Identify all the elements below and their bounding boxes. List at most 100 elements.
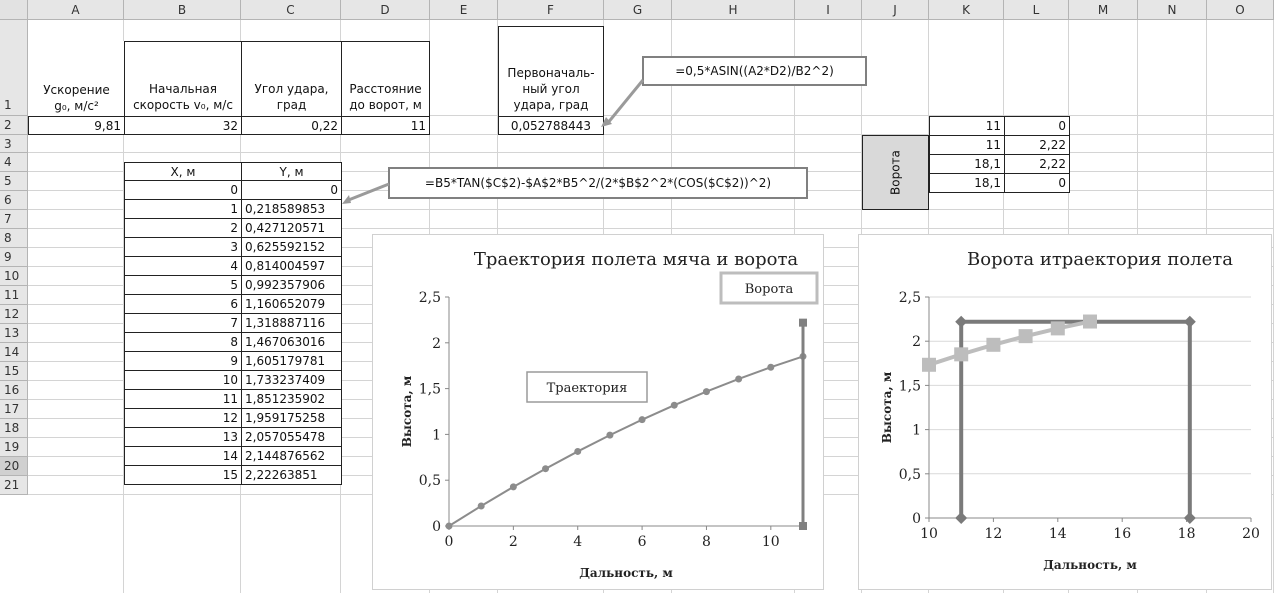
y-tick-label: 0,5 <box>419 473 441 489</box>
trajectory-point <box>735 375 743 383</box>
gate-cell-k[interactable]: 11 <box>929 135 1005 155</box>
xy-cell-x[interactable]: 15 <box>124 465 242 485</box>
gate-cell-l[interactable]: 0 <box>1004 173 1070 193</box>
arrow-angle-head <box>601 117 612 127</box>
xy-cell-y[interactable]: 1,959175258 <box>241 408 342 428</box>
x-tick-label: 0 <box>445 534 454 550</box>
row-header-12[interactable]: 12 <box>0 305 28 324</box>
chart-gate-svg: Ворота итраектория полета Дальность, м Выс… <box>880 249 1260 572</box>
cell-f2[interactable]: 0,052788443 <box>498 116 604 135</box>
y-tick-label: 2 <box>912 334 921 350</box>
xy-cell-y[interactable]: 0,625592152 <box>241 237 342 257</box>
row-header-7[interactable]: 7 <box>0 210 28 229</box>
column-header-a[interactable]: A <box>28 0 124 20</box>
x-tick-label: 14 <box>1049 526 1067 542</box>
column-header-d[interactable]: D <box>341 0 430 20</box>
trajectory-point <box>1083 314 1097 329</box>
gate-series-label: Ворота <box>745 282 794 297</box>
column-header-i[interactable]: I <box>795 0 862 20</box>
chart-gate[interactable]: Ворота итраектория полета Дальность, м Выс… <box>858 234 1272 590</box>
column-header-c[interactable]: C <box>241 0 341 20</box>
y-tick-label: 0 <box>912 511 921 527</box>
gate-line <box>959 319 1192 518</box>
row-header-4[interactable]: 4 <box>0 153 28 172</box>
row-header-18[interactable]: 18 <box>0 419 28 438</box>
row-header-3[interactable]: 3 <box>0 135 28 153</box>
gridline-row <box>28 152 1274 153</box>
xy-cell-y[interactable]: 1,318887116 <box>241 313 342 333</box>
header-d-line1: Расстояние <box>349 82 422 96</box>
column-header-b[interactable]: B <box>124 0 241 20</box>
trajectory-line <box>448 355 804 527</box>
trajectory-point <box>986 337 1001 352</box>
x-tick-label: 10 <box>920 526 938 542</box>
y-tick-label: 1 <box>432 427 441 443</box>
gate-cell-k[interactable]: 18,1 <box>929 173 1005 193</box>
row-header-16[interactable]: 16 <box>0 381 28 400</box>
row-header-15[interactable]: 15 <box>0 362 28 381</box>
row-header-21[interactable]: 21 <box>0 476 28 495</box>
trajectory-point <box>574 447 582 455</box>
row-header-20[interactable]: 20 <box>0 457 28 476</box>
column-header-e[interactable]: E <box>430 0 498 20</box>
formula-callout-trajectory: =B5*TAN($C$2)-$A$2*B5^2/(2*$B$2^2*(COS($… <box>388 167 808 199</box>
header-f[interactable]: Первоначаль-ный угол удара, град <box>498 26 604 117</box>
arrow-trajectory-head <box>342 195 351 204</box>
column-header-k[interactable]: K <box>929 0 1004 20</box>
row-header-13[interactable]: 13 <box>0 324 28 343</box>
x-tick-label: 12 <box>984 526 1002 542</box>
column-header-g[interactable]: G <box>604 0 672 20</box>
row-header-14[interactable]: 14 <box>0 343 28 362</box>
select-all-corner[interactable] <box>0 0 28 20</box>
x-tick-label: 2 <box>509 534 518 550</box>
header-a-line1: Ускорение <box>43 83 110 97</box>
gate-point <box>955 512 968 524</box>
arrow-angle <box>605 79 645 125</box>
xy-cell-y[interactable]: 1,160652079 <box>241 294 342 314</box>
cell-a2[interactable]: 9,81 <box>28 116 125 135</box>
row-header-6[interactable]: 6 <box>0 191 28 210</box>
header-a[interactable]: Ускорение g₀, м/c² <box>28 41 125 117</box>
y-tick-label: 0,5 <box>899 467 921 483</box>
header-c[interactable]: Угол удара, град <box>241 41 342 117</box>
x-tick-label: 6 <box>638 534 647 550</box>
column-header-f[interactable]: F <box>498 0 604 20</box>
chart-trajectory[interactable]: Траектория полета мяча и ворота Дальность… <box>372 234 824 590</box>
column-header-l[interactable]: L <box>1004 0 1069 20</box>
row-header-5[interactable]: 5 <box>0 172 28 191</box>
cell-b2[interactable]: 32 <box>124 116 242 135</box>
trajectory-point <box>767 363 775 371</box>
x-tick-label: 8 <box>702 534 711 550</box>
xy-cell-y[interactable]: 0,427120571 <box>241 218 342 238</box>
column-header-h[interactable]: H <box>672 0 795 20</box>
gridline-row <box>28 134 1274 135</box>
header-d[interactable]: Расстояние до ворот, м <box>341 41 430 117</box>
column-header-m[interactable]: M <box>1069 0 1138 20</box>
row-header-11[interactable]: 11 <box>0 286 28 305</box>
y-tick-label: 2 <box>432 336 441 352</box>
trajectory-point <box>606 431 614 439</box>
cell-d2[interactable]: 11 <box>341 116 430 135</box>
chart-y-axis-label: Высота, м <box>880 371 894 443</box>
trajectory-series-label-box <box>526 371 648 403</box>
row-header-2[interactable]: 2 <box>0 116 28 135</box>
xy-cell-y[interactable]: 1,851235902 <box>241 389 342 409</box>
row-header-19[interactable]: 19 <box>0 438 28 457</box>
xy-cell-y[interactable]: 0,218589853 <box>241 199 342 219</box>
xy-cell-y[interactable]: 1,467063016 <box>241 332 342 352</box>
row-header-1[interactable]: 1 <box>0 20 28 116</box>
xy-cell-y[interactable]: 2,22263851 <box>241 465 342 485</box>
formula-callout-angle: =0,5*ASIN((A2*D2)/B2^2) <box>642 56 867 86</box>
row-header-17[interactable]: 17 <box>0 400 28 419</box>
row-header-10[interactable]: 10 <box>0 267 28 286</box>
column-header-j[interactable]: J <box>862 0 929 20</box>
chart-x-axis-label: Дальность, м <box>1043 558 1137 572</box>
xy-cell-y[interactable]: 0,814004597 <box>241 256 342 276</box>
column-header-n[interactable]: N <box>1138 0 1207 20</box>
y-tick-label: 1,5 <box>899 378 921 394</box>
row-header-8[interactable]: 8 <box>0 229 28 248</box>
row-header-9[interactable]: 9 <box>0 248 28 267</box>
header-f-line3: удара, град <box>513 98 589 112</box>
header-a-line2: g₀, м/c² <box>54 99 99 113</box>
